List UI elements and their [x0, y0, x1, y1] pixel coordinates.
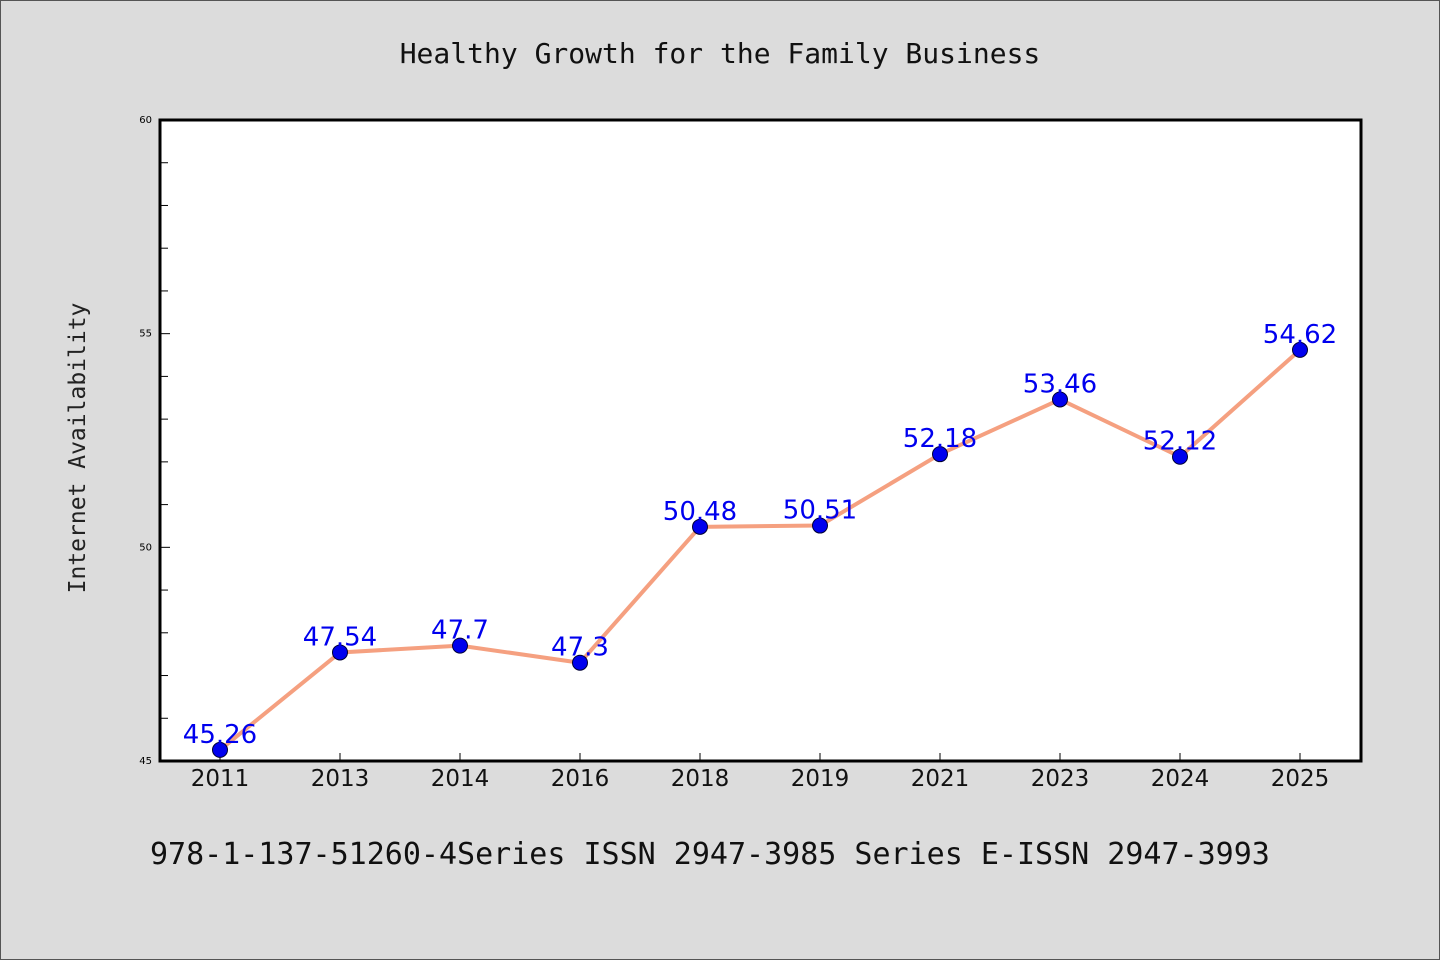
- data-label: 50.48: [663, 497, 737, 527]
- data-point: [1172, 448, 1188, 465]
- data-point: [932, 446, 948, 463]
- x-tick-label: 2025: [1271, 766, 1330, 792]
- y-tick-label: 60: [139, 115, 152, 126]
- data-point: [1292, 341, 1308, 358]
- x-tick-label: 2016: [551, 766, 610, 792]
- data-point: [332, 644, 348, 661]
- x-tick-label: 2011: [191, 766, 250, 792]
- data-label: 53.46: [1023, 369, 1097, 399]
- x-tick-label: 2024: [1151, 766, 1210, 792]
- y-axis-label: Internet Availability: [65, 303, 91, 594]
- chart-title: Healthy Growth for the Family Business: [400, 37, 1041, 70]
- data-label: 52.18: [903, 424, 977, 454]
- x-tick-label: 2023: [1031, 766, 1090, 792]
- data-points: [212, 341, 1308, 758]
- data-label: 45.26: [183, 720, 257, 750]
- x-tick-label: 2014: [431, 766, 490, 792]
- data-point: [452, 637, 468, 654]
- data-point: [1052, 391, 1068, 408]
- data-label: 52.12: [1143, 427, 1217, 457]
- y-tick-label: 45: [139, 756, 152, 767]
- footer-isbn-text: 978-1-137-51260-4Series ISSN 2947-3985 S…: [150, 837, 1270, 872]
- data-labels: 45.26 47.54 47.7 47.3 50.48 50.51 52.18 53.46 52…: [183, 320, 1337, 750]
- plot-area: [160, 120, 1361, 761]
- data-label: 54.62: [1263, 320, 1337, 350]
- data-label: 50.51: [783, 496, 857, 526]
- x-tick-label: 2013: [311, 766, 370, 792]
- data-label: 47.54: [303, 622, 377, 652]
- x-tick-label: 2018: [671, 766, 730, 792]
- plot-frame: [158, 118, 1363, 763]
- x-tick-label: 2021: [911, 766, 970, 792]
- axis-ticks: 45 50 55 60 2011 2013 2014 2016 2018 2019 2021 2023…: [139, 115, 1329, 792]
- data-label: 47.3: [551, 633, 609, 663]
- data-label: 47.7: [431, 616, 489, 646]
- data-point: [212, 741, 228, 758]
- data-point: [692, 518, 708, 535]
- series-line: [218, 348, 1302, 752]
- x-tick-label: 2019: [791, 766, 850, 792]
- data-point: [572, 654, 588, 671]
- y-tick-label: 50: [139, 542, 152, 553]
- data-point: [812, 517, 828, 534]
- y-tick-label: 55: [139, 329, 152, 340]
